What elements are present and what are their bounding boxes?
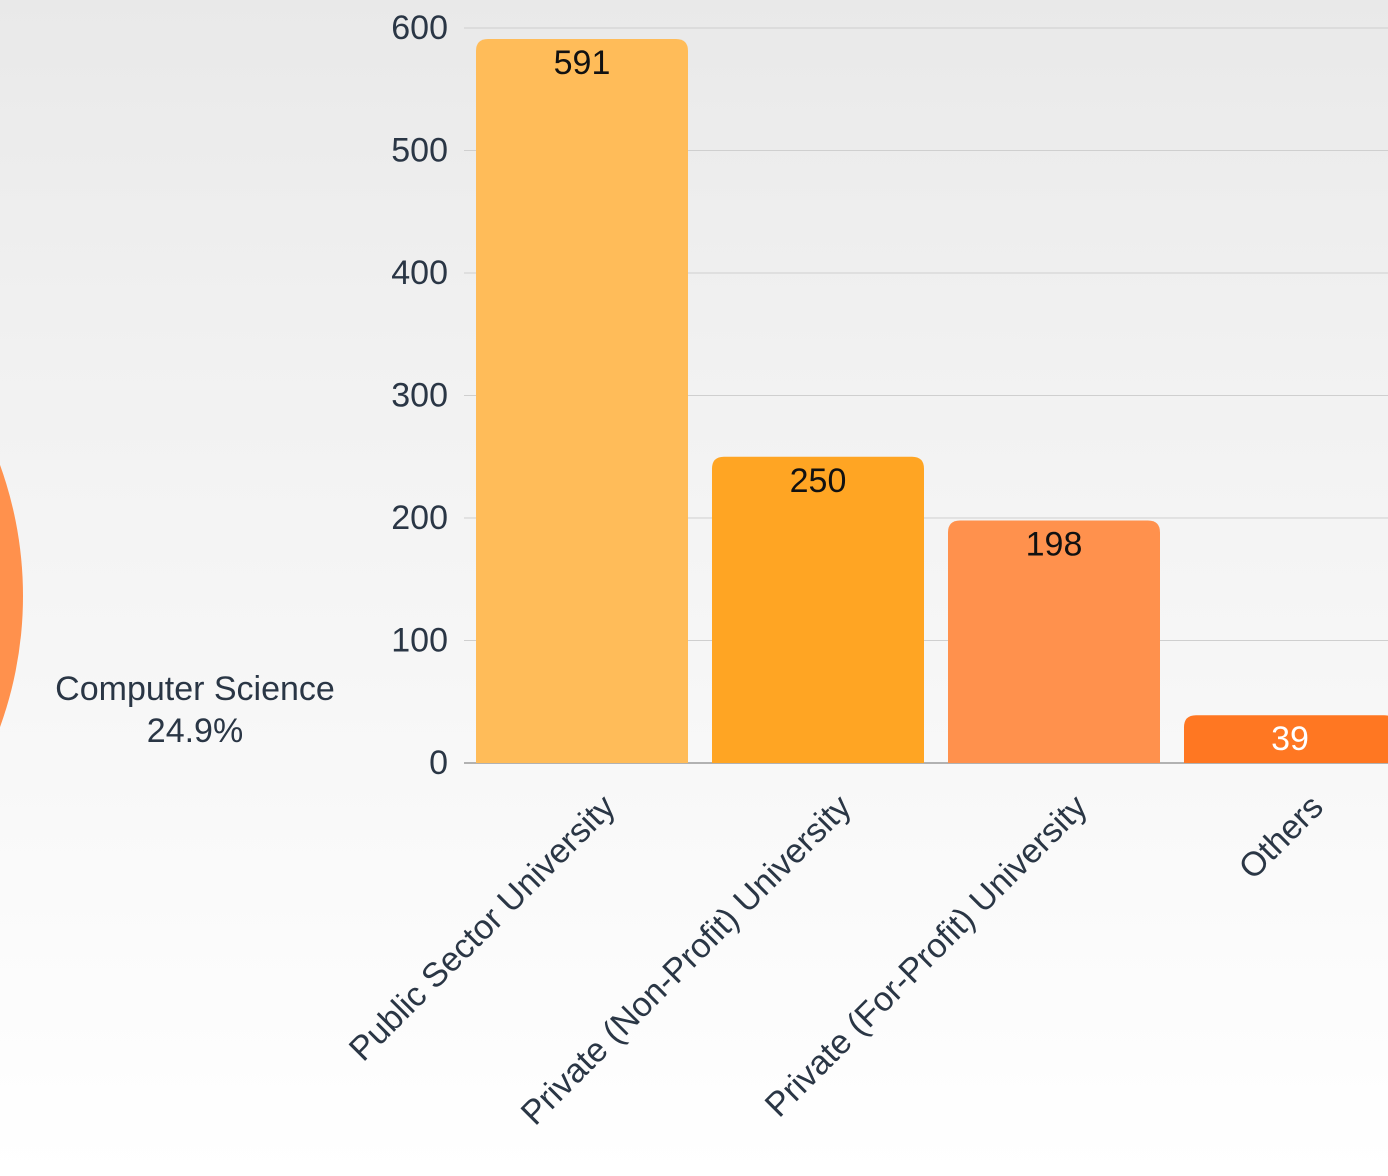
pie-slice-computer-science bbox=[0, 465, 23, 727]
y-tick-label: 600 bbox=[391, 9, 448, 47]
pie-slice-label: Computer Science 24.9% bbox=[20, 668, 370, 752]
y-tick-label: 0 bbox=[429, 744, 448, 782]
y-tick-label: 400 bbox=[391, 254, 448, 292]
bars bbox=[476, 39, 1388, 763]
y-axis-ticks: 0 100 200 300 400 500 600 bbox=[391, 9, 448, 782]
bar-data-label: 250 bbox=[790, 462, 847, 500]
pie-slice-name: Computer Science bbox=[55, 670, 335, 708]
x-tick-label: Public Sector University bbox=[342, 788, 623, 1069]
y-tick-label: 100 bbox=[391, 622, 448, 660]
y-tick-label: 300 bbox=[391, 377, 448, 415]
x-tick-label: Others bbox=[1232, 788, 1331, 887]
bar-data-label: 591 bbox=[554, 44, 611, 82]
bar-2 bbox=[948, 520, 1160, 763]
bar-data-label: 198 bbox=[1026, 525, 1083, 563]
bar-3 bbox=[1184, 715, 1388, 763]
bar-data-label: 39 bbox=[1271, 720, 1309, 758]
pie-slice-percent: 24.9% bbox=[146, 712, 244, 750]
bar-1 bbox=[712, 456, 924, 763]
y-tick-label: 500 bbox=[391, 132, 448, 170]
y-tick-label: 200 bbox=[391, 499, 448, 537]
data-labels: 591 250 198 39 bbox=[554, 44, 1309, 758]
bar-0 bbox=[476, 39, 688, 763]
